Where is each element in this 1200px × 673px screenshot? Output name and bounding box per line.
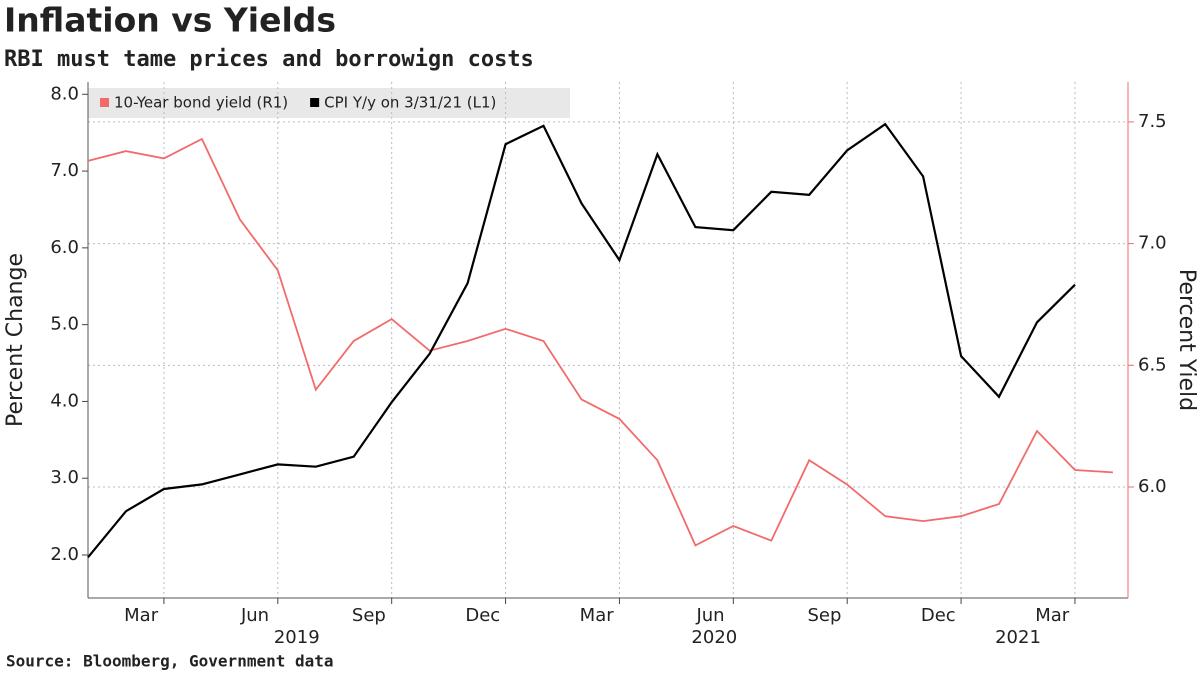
legend-swatch xyxy=(310,98,320,107)
series-line xyxy=(87,137,1113,547)
x-tick-label: Mar xyxy=(1035,605,1070,626)
y-axis-title: Percent Change xyxy=(3,253,28,427)
x-tick-label: Sep xyxy=(807,605,841,626)
y-tick-label: 5.0 xyxy=(50,314,79,335)
y-tick-label: 7.0 xyxy=(50,160,79,181)
y-tick-label: 3.0 xyxy=(50,467,79,488)
series-line xyxy=(87,122,1076,558)
x-year-label: 2020 xyxy=(691,627,737,648)
legend-box xyxy=(88,88,570,118)
y2-axis-title: Percent Yield xyxy=(1174,269,1199,411)
x-year-label: 2019 xyxy=(274,627,320,648)
x-tick-label: Jun xyxy=(695,605,724,626)
y2-tick-label: 6.5 xyxy=(1138,354,1167,375)
y-tick-label: 6.0 xyxy=(50,237,79,258)
legend-label: CPI Y/y on 3/31/21 (L1) xyxy=(324,94,496,112)
x-tick-label: Jun xyxy=(240,605,269,626)
legend-swatch xyxy=(100,98,109,107)
y2-tick-label: 7.5 xyxy=(1138,111,1167,132)
x-tick-label: Dec xyxy=(921,605,956,626)
legend-label: 10-Year bond yield (R1) xyxy=(114,94,288,112)
x-year-label: 2021 xyxy=(995,627,1041,648)
chart-title: Inflation vs Yields xyxy=(4,1,336,40)
y2-tick-label: 6.0 xyxy=(1138,476,1167,497)
x-tick-label: Mar xyxy=(580,605,615,626)
y2-tick-label: 7.0 xyxy=(1138,233,1167,254)
source-note: Source: Bloomberg, Government data xyxy=(6,652,334,671)
y-tick-label: 2.0 xyxy=(50,544,79,565)
x-tick-label: Sep xyxy=(352,605,386,626)
y-tick-label: 4.0 xyxy=(50,390,79,411)
x-tick-label: Dec xyxy=(465,605,500,626)
x-tick-label: Mar xyxy=(124,605,159,626)
y-tick-label: 8.0 xyxy=(50,83,79,104)
chart-subtitle: RBI must tame prices and borrowign costs xyxy=(4,47,534,72)
